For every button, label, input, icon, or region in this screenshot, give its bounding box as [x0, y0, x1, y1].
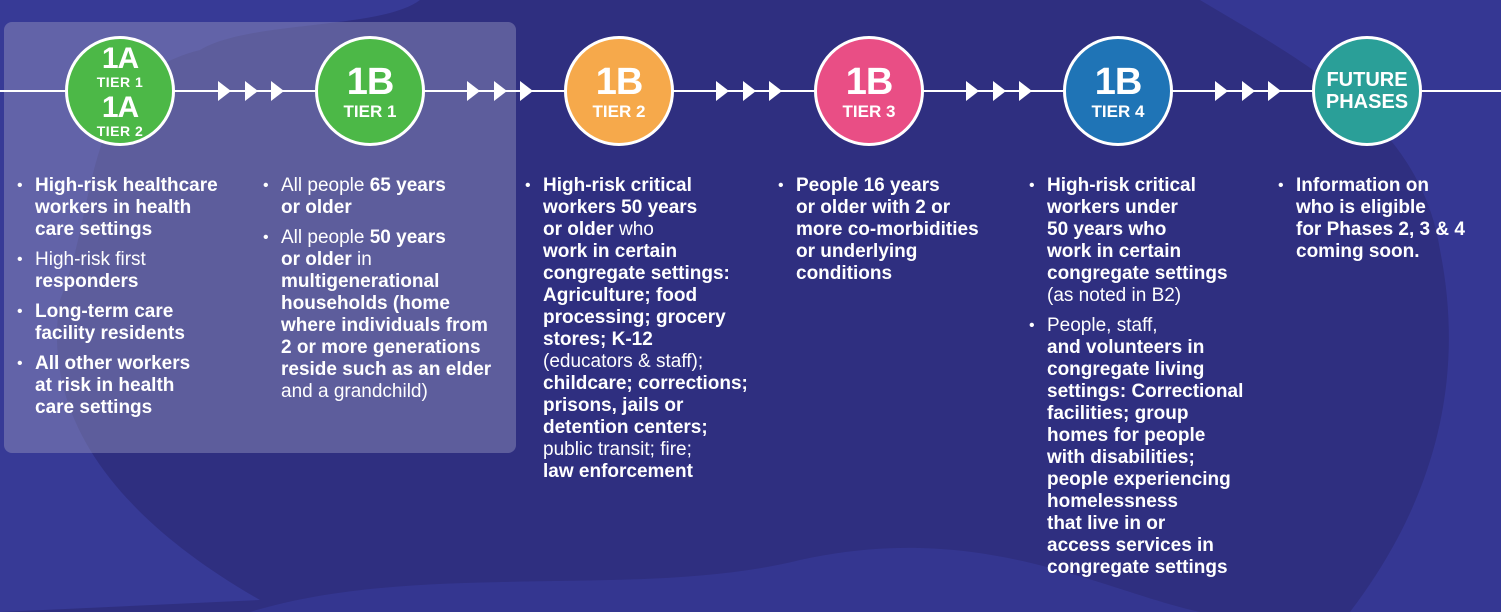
phase-1b-tier3-circle: 1B TIER 3	[814, 36, 924, 146]
bullet-icon: •	[1278, 177, 1284, 194]
phase-1a-tier2: TIER 2	[96, 123, 144, 139]
bullet-icon: •	[263, 177, 269, 194]
future-title-line2: PHASES	[1325, 91, 1409, 113]
arrow-icon	[244, 81, 258, 101]
list-item: • People 16 years or older with 2 or mor…	[778, 175, 979, 284]
bullet-icon: •	[17, 355, 23, 372]
phase-1a-title: 1A	[101, 42, 139, 75]
arrow-icon	[992, 81, 1006, 101]
arrow-icon	[966, 81, 979, 101]
phase-title: 1B	[1094, 60, 1143, 103]
arrow-icon	[271, 81, 284, 101]
phase-1a-tier1: TIER 1	[96, 74, 144, 90]
phase-title: 1B	[346, 60, 395, 103]
phase-1a-title-2: 1A	[101, 91, 139, 124]
list-item: • All people 65 years or older	[263, 175, 446, 218]
phase-1b-tier1-list: • All people 65 years or older • All peo…	[259, 175, 509, 411]
future-phases-circle: FUTURE PHASES	[1312, 36, 1422, 146]
bullet-icon: •	[1029, 317, 1035, 334]
arrow-icon	[716, 81, 729, 101]
list-item: • High-risk healthcare workers in health…	[17, 175, 218, 240]
list-item: • Information on who is eligible for Pha…	[1278, 175, 1465, 262]
phase-title: 1B	[845, 60, 894, 103]
list-item: • High-risk critical workers under 50 ye…	[1029, 175, 1228, 306]
bullet-icon: •	[1029, 177, 1035, 194]
arrow-icon	[467, 81, 480, 101]
bullet-icon: •	[17, 177, 23, 194]
arrow-icon	[493, 81, 507, 101]
arrow-group	[966, 80, 1032, 102]
phase-1b-tier3-list: • People 16 years or older with 2 or mor…	[774, 175, 1014, 293]
list-item: • All people 50 years or older in multig…	[263, 227, 492, 402]
bullet-icon: •	[263, 229, 269, 246]
phase-title: 1B	[595, 60, 644, 103]
arrow-group	[467, 80, 533, 102]
phase-tier: TIER 3	[842, 101, 896, 121]
phase-1b-tier4-circle: 1B TIER 4	[1063, 36, 1173, 146]
arrow-icon	[520, 81, 533, 101]
list-item: • People, staff, and volunteers in congr…	[1029, 315, 1244, 578]
future-phases-list: • Information on who is eligible for Pha…	[1274, 175, 1494, 271]
arrow-icon	[1241, 81, 1255, 101]
list-item: • High-risk first responders	[17, 249, 146, 292]
arrow-group	[218, 80, 284, 102]
arrow-icon	[1268, 81, 1281, 101]
phase-1a-list: • High-risk healthcare workers in health…	[13, 175, 248, 427]
future-title-line1: FUTURE	[1326, 69, 1408, 91]
phase-1b-tier2-list: • High-risk critical workers 50 years or…	[521, 175, 761, 491]
arrow-icon	[742, 81, 756, 101]
arrow-group	[716, 80, 782, 102]
list-item: • High-risk critical workers 50 years or…	[525, 175, 748, 482]
arrow-group	[1215, 80, 1281, 102]
phase-1a-circle: 1A TIER 1 1A TIER 2	[65, 36, 175, 146]
phase-tier: TIER 1	[343, 101, 397, 121]
phase-tier: TIER 2	[592, 101, 646, 121]
arrow-icon	[1019, 81, 1032, 101]
phase-1b-tier2-circle: 1B TIER 2	[564, 36, 674, 146]
bullet-icon: •	[17, 303, 23, 320]
bullet-icon: •	[778, 177, 784, 194]
arrow-icon	[769, 81, 782, 101]
bullet-icon: •	[17, 251, 23, 268]
list-item: • Long-term care facility residents	[17, 301, 185, 344]
arrow-icon	[218, 81, 231, 101]
phase-1b-tier1-circle: 1B TIER 1	[315, 36, 425, 146]
bullet-icon: •	[525, 177, 531, 194]
list-item: • All other workers at risk in health ca…	[17, 353, 191, 418]
phase-tier: TIER 4	[1091, 101, 1145, 121]
phase-1b-tier4-list: • High-risk critical workers under 50 ye…	[1025, 175, 1265, 587]
arrow-icon	[1215, 81, 1228, 101]
